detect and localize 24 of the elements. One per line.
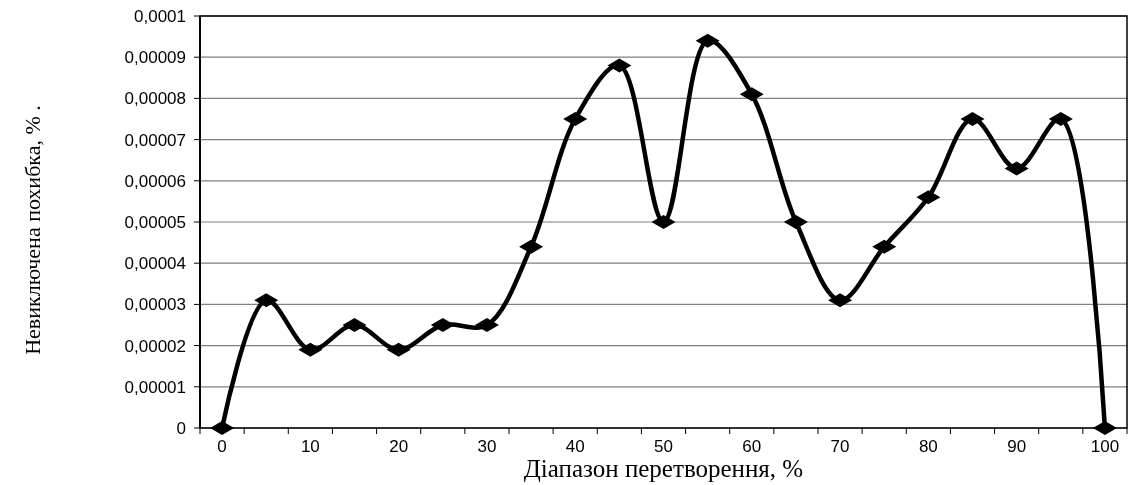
x-tick-label: 60 xyxy=(742,437,762,456)
y-tick-label: 0 xyxy=(176,418,186,438)
y-tick-label: 0,00007 xyxy=(124,130,186,150)
y-tick-label: 0,00005 xyxy=(124,212,186,232)
x-tick-label: 40 xyxy=(565,437,585,456)
y-tick-label: 0,00008 xyxy=(124,89,186,109)
x-tick-label: 30 xyxy=(477,437,497,456)
y-tick-label: 0,00001 xyxy=(124,377,186,397)
y-tick-label: 0,00004 xyxy=(124,254,186,274)
x-tick-label: 70 xyxy=(830,437,850,456)
y-tick-label: 0,0001 xyxy=(134,6,186,26)
x-tick-label: 20 xyxy=(389,437,409,456)
y-tick-label: 0,00006 xyxy=(124,171,186,191)
x-tick-label: 50 xyxy=(654,437,673,456)
x-tick-label: 80 xyxy=(918,437,938,456)
y-tick-label: 0,00002 xyxy=(124,336,186,356)
x-tick-label: 100 xyxy=(1090,437,1120,456)
y-tick-label: 0,00009 xyxy=(124,48,186,68)
y-tick-label: 0,00003 xyxy=(124,295,186,315)
y-axis-title: Невиключена похибка, % . xyxy=(20,105,45,355)
x-tick-label: 90 xyxy=(1007,437,1027,456)
x-axis-title: Діапазон перетворення, % xyxy=(523,455,804,482)
x-tick-label: 10 xyxy=(300,437,320,456)
x-tick-label: 0 xyxy=(217,437,227,456)
